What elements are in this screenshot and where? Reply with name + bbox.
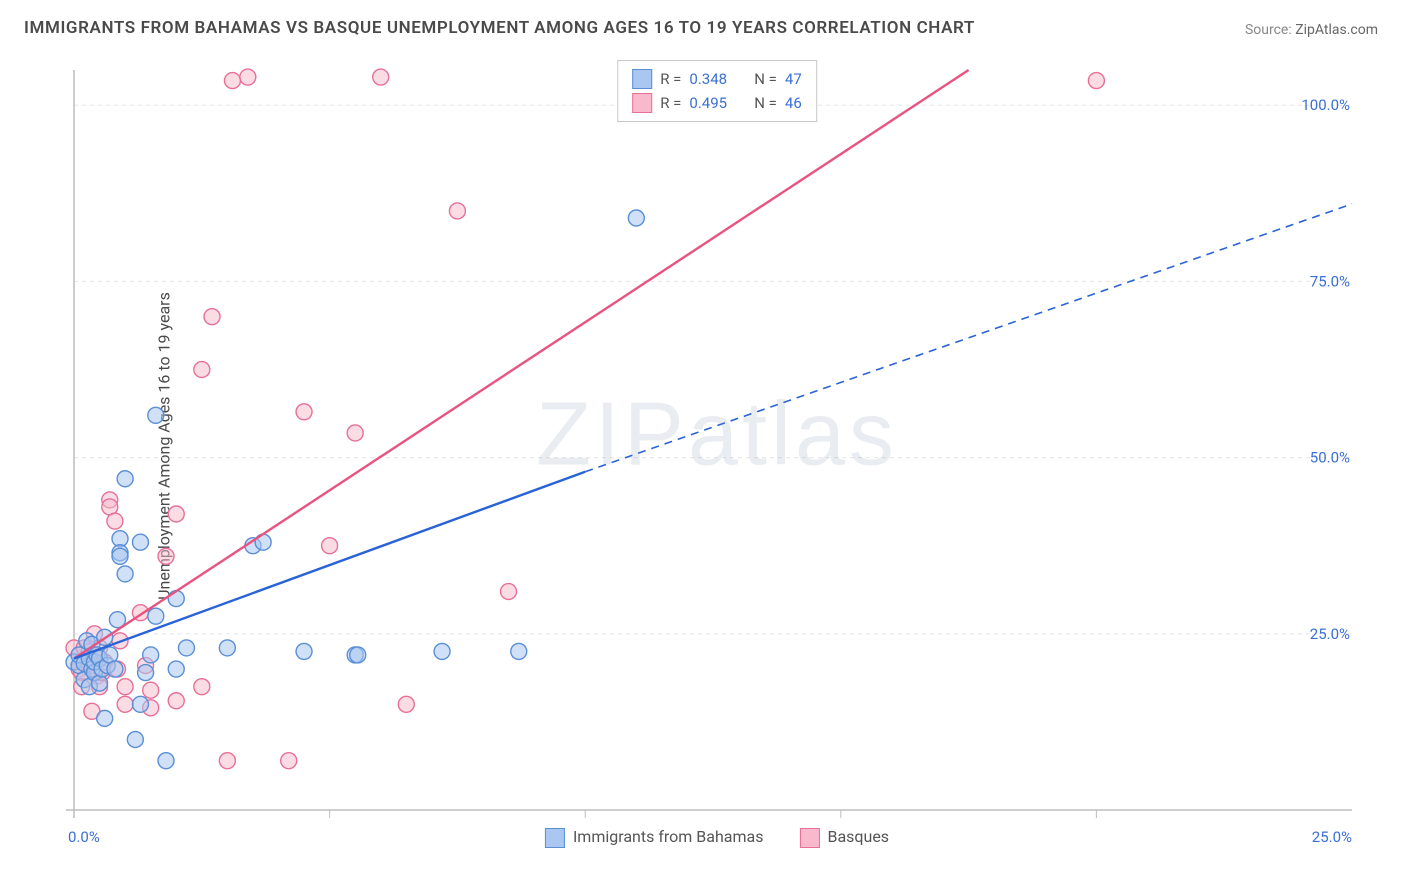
legend-r-value: 0.495 [689, 91, 727, 115]
svg-text:50.0%: 50.0% [1310, 449, 1350, 467]
scatter-chart: 0.0% 25.0% 25.0% 50.0% 75.0% 100.0% [52, 50, 1382, 852]
legend-series: Immigrants from Bahamas Basques [545, 827, 889, 848]
source-value: ZipAtlas.com [1295, 22, 1378, 38]
legend-item: Basques [799, 827, 889, 848]
svg-text:0.0%: 0.0% [68, 828, 100, 846]
chart-title: IMMIGRANTS FROM BAHAMAS VS BASQUE UNEMPL… [24, 18, 975, 38]
legend-swatch [545, 828, 565, 848]
legend-item: Immigrants from Bahamas [545, 827, 764, 848]
legend-n-value: 46 [785, 91, 802, 115]
legend-n-value: 47 [785, 67, 802, 91]
svg-text:25.0%: 25.0% [1310, 625, 1350, 643]
legend-label: Immigrants from Bahamas [573, 827, 764, 846]
source-attribution: Source: ZipAtlas.com [1245, 22, 1378, 38]
svg-text:100.0%: 100.0% [1301, 96, 1350, 114]
legend-row: R = 0.495 N = 46 [632, 91, 802, 115]
legend-r-value: 0.348 [689, 67, 727, 91]
legend-n-label: N = [754, 91, 777, 115]
legend-swatch [799, 828, 819, 848]
chart-area: 0.0%25.0%25.0%50.0%75.0%100.0% ZIPatlas … [52, 50, 1382, 852]
source-label: Source: [1245, 22, 1295, 38]
legend-row: R = 0.348 N = 47 [632, 67, 802, 91]
legend-label: Basques [827, 827, 889, 846]
legend-n-label: N = [754, 67, 777, 91]
legend-r-label: R = [660, 67, 681, 91]
legend-r-label: R = [660, 91, 681, 115]
legend-swatch [632, 69, 652, 89]
svg-text:25.0%: 25.0% [1312, 828, 1352, 846]
legend-swatch [632, 93, 652, 113]
svg-text:75.0%: 75.0% [1310, 272, 1350, 290]
legend-correlation: R = 0.348 N = 47 R = 0.495 N = 46 [617, 60, 817, 122]
